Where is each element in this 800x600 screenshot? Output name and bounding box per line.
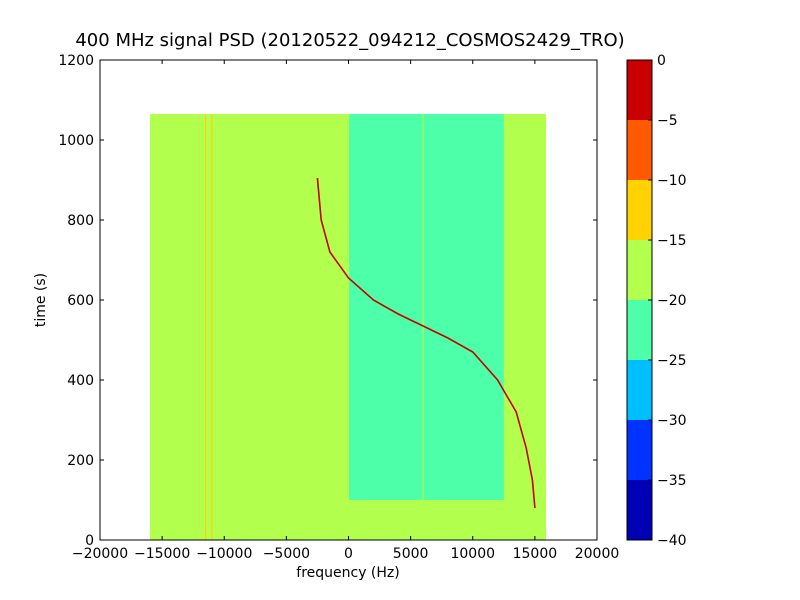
y-tick-label: 800 [67, 213, 94, 229]
chart-title: 400 MHz signal PSD (20120522_094212_COSM… [75, 30, 625, 51]
colorbar-tick-label: −20 [657, 293, 687, 309]
y-tick-label: 0 [85, 533, 94, 549]
x-tick-label: −5000 [263, 546, 310, 562]
y-tick-label: 200 [67, 453, 94, 469]
y-tick-label: 1000 [58, 133, 94, 149]
y-axis: 0 200 400 600 800 1000 1200 [58, 53, 597, 549]
colorbar-tick-label: −10 [657, 173, 687, 189]
x-tick-label: 10000 [450, 546, 495, 562]
colorbar-segment [627, 360, 652, 420]
colorbar-tick-label: 0 [657, 53, 666, 69]
x-axis-label: frequency (Hz) [296, 565, 399, 581]
x-axis: −20000 −15000 −10000 −5000 0 5000 10000 15000 20… [72, 60, 619, 562]
colorbar-tick-label: −35 [657, 473, 687, 489]
colorbar-tick-label: −15 [657, 233, 687, 249]
x-tick-label: −20000 [72, 546, 128, 562]
colorbar-tick-label: −30 [657, 413, 687, 429]
x-tick-label: −10000 [196, 546, 252, 562]
colorbar: −40 −35 −30 −25 −20 −15 −10 −5 0 [626, 53, 687, 549]
x-tick-label: 15000 [513, 546, 558, 562]
y-axis-label: time (s) [33, 273, 49, 327]
x-tick-label: 0 [344, 546, 353, 562]
y-tick-label: 600 [67, 293, 94, 309]
colorbar-tick-label: −25 [657, 353, 687, 369]
colorbar-tick-label: −5 [657, 113, 678, 129]
x-tick-label: 5000 [393, 546, 429, 562]
colorbar-segment [627, 180, 652, 240]
region-low-noise-band [348, 114, 504, 500]
x-tick-label: −15000 [134, 546, 190, 562]
colorbar-segment [627, 480, 652, 540]
colorbar-segment [627, 300, 652, 360]
signal-trace [316, 177, 536, 509]
signal-traces [205, 114, 536, 540]
colorbar-segment [627, 120, 652, 180]
colorbar-segment [627, 60, 652, 120]
y-tick-label: 400 [67, 373, 94, 389]
x-tick-label: 20000 [575, 546, 620, 562]
colorbar-segment [627, 240, 652, 300]
colorbar-segment [627, 420, 652, 480]
colorbar-tick-label: −40 [657, 533, 687, 549]
y-tick-label: 1200 [58, 53, 94, 69]
